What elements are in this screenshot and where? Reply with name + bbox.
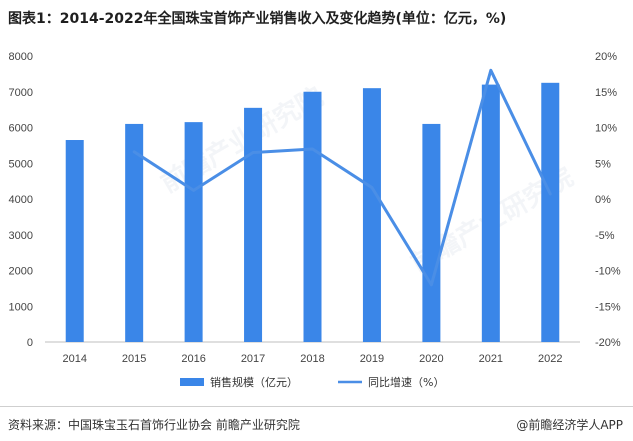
x-tick-label: 2022: [538, 353, 562, 365]
source-text: 资料来源：中国珠宝玉石首饰行业协会 前瞻产业研究院: [8, 418, 300, 432]
bar-2016: [184, 122, 203, 342]
x-tick-label: 2016: [181, 353, 205, 365]
chart-title: 图表1：2014-2022年全国珠宝首饰产业销售收入及变化趋势(单位：亿元，%): [8, 11, 507, 27]
bar-2018: [303, 91, 322, 342]
legend-bar-swatch: [180, 378, 204, 386]
x-tick-label: 2019: [360, 353, 384, 365]
y-left-tick-label: 5000: [9, 158, 33, 170]
y-left-tick-label: 4000: [9, 194, 33, 206]
growth-line: [132, 68, 552, 287]
y-right-tick-label: -5%: [595, 230, 615, 242]
x-tick-label: 2014: [62, 353, 86, 365]
y-right-tick-label: 15%: [595, 87, 617, 99]
y-left-tick-label: 2000: [9, 266, 33, 278]
bar-2015: [125, 123, 144, 342]
y-left-tick-label: 0: [27, 337, 33, 349]
y-left-tick-label: 8000: [9, 51, 33, 63]
x-tick-label: 2017: [241, 353, 265, 365]
chart-area: 0 1000 2000 3000 4000 5000 6000 7000 8000 -20% -1…: [9, 51, 621, 389]
y-right-tick-label: 20%: [595, 51, 617, 63]
x-tick-label: 2018: [300, 353, 324, 365]
x-tick-label: 2015: [122, 353, 146, 365]
legend-line-label: 同比增速（%）: [368, 375, 444, 389]
y-left-tick-label: 1000: [9, 301, 33, 313]
y-right-tick-label: 10%: [595, 123, 617, 135]
y-right-tick-label: -15%: [595, 301, 621, 313]
x-tick-label: 2021: [479, 353, 503, 365]
footer: 资料来源：中国珠宝玉石首饰行业协会 前瞻产业研究院 @前瞻经济学人APP: [0, 406, 633, 441]
bar-2022: [541, 82, 560, 342]
legend-bar-label: 销售规模（亿元）: [210, 375, 298, 389]
x-tick-label: 2020: [419, 353, 443, 365]
brand-text: @前瞻经济学人APP: [516, 418, 623, 432]
y-right-tick-label: 5%: [595, 158, 611, 170]
y-left-tick-label: 6000: [9, 123, 33, 135]
y-right-tick-label: -10%: [595, 266, 621, 278]
bar-2020: [422, 123, 441, 342]
bar-2021: [481, 84, 500, 342]
bar-2019: [362, 88, 381, 342]
y-right-tick-label: 0%: [595, 194, 611, 206]
bar-2017: [244, 107, 263, 343]
bar-2014: [65, 140, 84, 342]
y-right-tick-label: -20%: [595, 337, 621, 349]
y-left-tick-label: 7000: [9, 87, 33, 99]
y-left-tick-label: 3000: [9, 230, 33, 242]
